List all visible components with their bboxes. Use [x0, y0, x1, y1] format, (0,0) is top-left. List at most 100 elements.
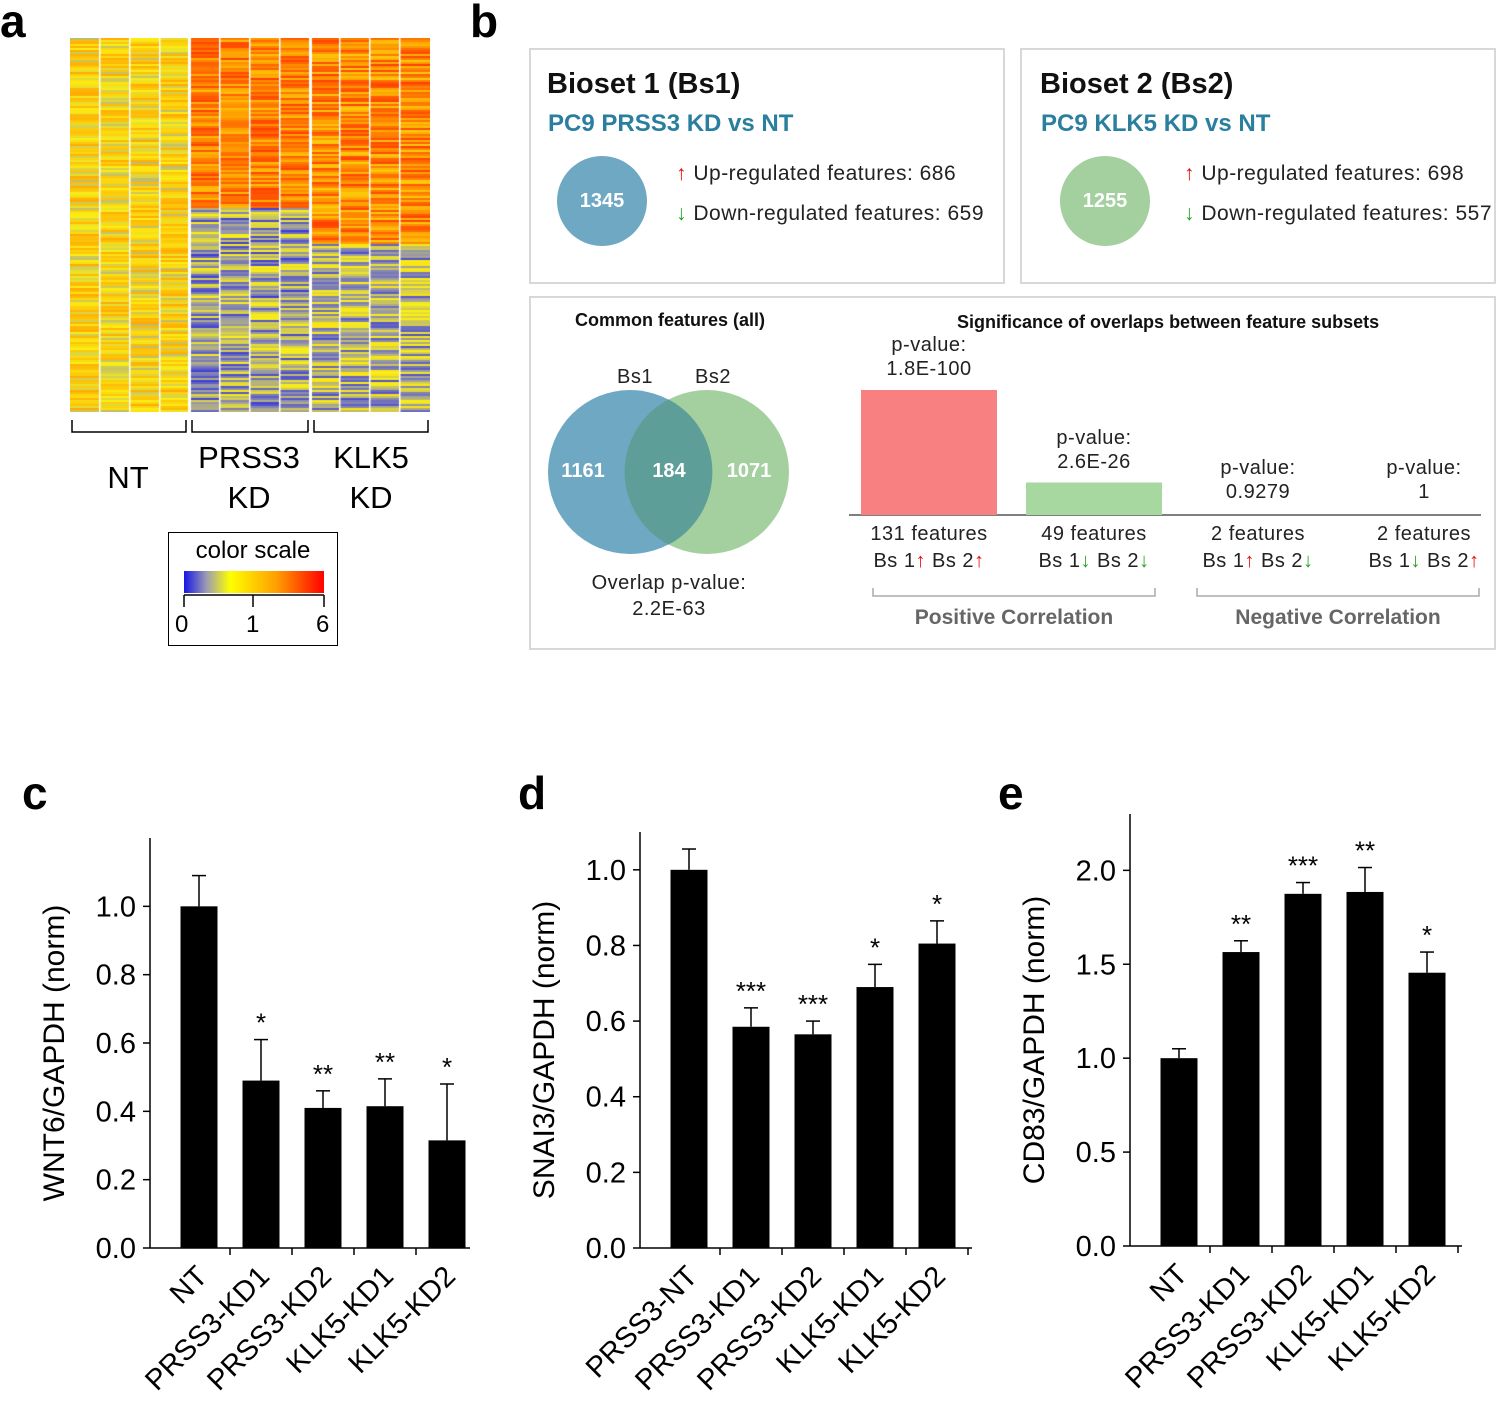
significance-feature-count: 131 features — [870, 523, 988, 545]
y-tick-label: 0.5 — [1076, 1137, 1116, 1169]
bs1-text: Bs 1 — [1038, 550, 1081, 572]
bs1-text: Bs 1 — [1202, 550, 1245, 572]
color-scale-tick: 1 — [246, 611, 260, 638]
bs1-text: Bs 1 — [873, 550, 916, 572]
bar-chart-e: 0.00.51.01.52.0NT**PRSS3-KD1***PRSS3-KD2… — [1018, 814, 1462, 1395]
y-tick-label: 0.0 — [586, 1233, 626, 1265]
significance-p-value: 0.9279 — [1225, 481, 1291, 503]
bioset2-down-label: Down-regulated features: 557 — [1201, 202, 1493, 225]
significance-feature-count: 2 features — [1211, 523, 1305, 545]
y-axis-label: SNAI3/GAPDH (norm) — [528, 901, 561, 1199]
bar-chart-d: 0.00.20.40.60.81.0PRSS3-NT***PRSS3-KD1**… — [528, 832, 972, 1397]
significance-p-value: 1.8E-100 — [886, 358, 972, 380]
bar — [428, 1140, 466, 1248]
significance-marker: *** — [736, 976, 766, 1006]
bar — [1346, 891, 1384, 1246]
up-arrow-icon: ↑ — [1184, 162, 1195, 185]
y-tick-label: 1.0 — [1076, 1043, 1116, 1075]
down-arrow-icon: ↓ — [676, 202, 687, 225]
y-tick-label: 0.2 — [586, 1157, 626, 1189]
group-brackets — [71, 420, 429, 433]
venn-bs1-label: Bs1 — [617, 366, 653, 388]
significance-marker: ** — [313, 1059, 333, 1089]
significance-marker: ** — [375, 1047, 395, 1077]
bioset2-card: Bioset 2 (Bs2) PC9 KLK5 KD vs NT 1255 ↑ … — [1020, 48, 1496, 284]
y-tick-label: 0.8 — [586, 930, 626, 962]
color-scale-gradient — [184, 571, 324, 593]
down-arrow-icon: ↓ — [1410, 550, 1421, 572]
up-arrow-icon: ↑ — [1244, 550, 1255, 572]
group-label-line1: KLK5 — [333, 440, 409, 475]
down-arrow-icon: ↓ — [1139, 550, 1150, 572]
bar — [1222, 952, 1260, 1246]
group-label-line2: KD — [227, 480, 271, 515]
panel-label-c: c — [22, 767, 48, 819]
up-arrow-icon: ↑ — [974, 550, 985, 572]
significance-marker: * — [1422, 920, 1432, 950]
venn-right-count: 1071 — [726, 460, 772, 482]
down-arrow-icon: ↓ — [1184, 202, 1195, 225]
group-label-prss3: PRSS3 KD — [186, 438, 312, 518]
bar — [1284, 893, 1322, 1246]
bioset2-up-label: Up-regulated features: 698 — [1201, 162, 1465, 185]
panel-label-a: a — [0, 0, 26, 47]
positive-correlation-label: Positive Correlation — [914, 606, 1114, 629]
significance-p-value: 1 — [1418, 481, 1430, 503]
significance-direction: Bs 1↓ Bs 2↓ — [1004, 550, 1184, 573]
venn-overlap-count: 184 — [652, 460, 686, 482]
y-tick-label: 0.2 — [96, 1165, 136, 1197]
group-label-line2: KD — [349, 480, 393, 515]
up-arrow-icon: ↑ — [1469, 550, 1480, 572]
bar-chart-c: 0.00.20.40.60.81.0NT*PRSS3-KD1**PRSS3-KD… — [38, 838, 470, 1397]
bioset1-card: Bioset 1 (Bs1) PC9 PRSS3 KD vs NT 1345 ↑… — [529, 48, 1005, 284]
up-arrow-icon: ↑ — [676, 162, 687, 185]
bioset1-total-circle: 1345 — [557, 156, 647, 246]
significance-marker: * — [932, 889, 942, 919]
significance-marker: * — [442, 1052, 452, 1082]
panel-label-d: d — [518, 767, 547, 819]
bioset2-title: Bioset 2 (Bs2) — [1040, 68, 1234, 100]
bioset1-up-label: Up-regulated features: 686 — [693, 162, 957, 185]
y-tick-label: 0.6 — [96, 1028, 136, 1060]
group-label-klk5: KLK5 KD — [316, 438, 426, 518]
negative-correlation-label: Negative Correlation — [1235, 606, 1441, 629]
bioset2-down-features: ↓ Down-regulated features: 557 — [1184, 202, 1492, 226]
bar — [366, 1106, 404, 1248]
group-label-line1: PRSS3 — [198, 440, 300, 475]
y-tick-label: 1.5 — [1076, 949, 1116, 981]
positive-bracket — [872, 588, 1156, 597]
bracket-klk5 — [313, 420, 429, 433]
significance-p-label: p-value: — [891, 334, 967, 356]
group-label-nt: NT — [78, 458, 178, 498]
bracket-prss3 — [191, 420, 309, 433]
bar — [304, 1107, 342, 1248]
group-label-line1: NT — [107, 460, 149, 495]
expression-heatmap — [70, 38, 430, 412]
y-tick-label: 0.6 — [586, 1006, 626, 1038]
significance-marker: ** — [1231, 909, 1251, 939]
significance-p-label: p-value: — [1056, 426, 1132, 449]
bar — [732, 1026, 770, 1248]
venn-diagram — [548, 390, 789, 554]
bioset1-down-features: ↓ Down-regulated features: 659 — [676, 202, 984, 226]
significance-marker: *** — [1288, 851, 1318, 881]
x-tick-label: NT — [1144, 1258, 1194, 1308]
venn-overlap-region — [624, 399, 713, 545]
bar — [794, 1034, 832, 1248]
overlap-card: Common features (all) Significance of ov… — [529, 296, 1496, 650]
bioset2-up-features: ↑ Up-regulated features: 698 — [1184, 162, 1464, 186]
bracket-nt — [71, 420, 187, 433]
bs2-text: Bs 2 — [932, 550, 975, 572]
venn-bs2-label: Bs2 — [695, 366, 731, 388]
bs2-text: Bs 2 — [1261, 550, 1304, 572]
bar — [918, 943, 956, 1248]
bar — [180, 906, 218, 1248]
color-scale-legend: color scale 0 1 6 — [168, 532, 338, 646]
color-scale-tick: 6 — [316, 611, 330, 638]
bs2-text: Bs 2 — [1427, 550, 1470, 572]
bioset1-down-label: Down-regulated features: 659 — [693, 202, 985, 225]
y-axis-label: CD83/GAPDH (norm) — [1018, 896, 1051, 1184]
significance-p-label: p-value: — [1386, 457, 1462, 479]
bar — [1160, 1058, 1198, 1246]
bar — [1408, 972, 1446, 1246]
